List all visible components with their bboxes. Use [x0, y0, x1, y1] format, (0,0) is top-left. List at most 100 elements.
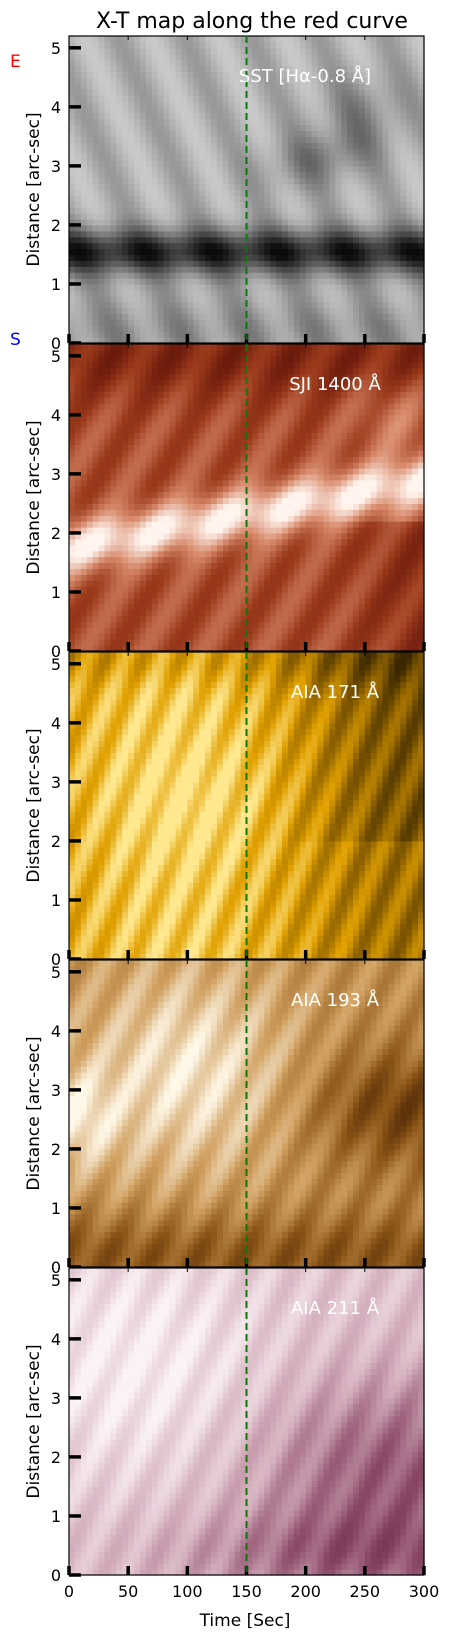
heatmap-cell: [140, 112, 147, 120]
heatmap-cell: [270, 485, 277, 493]
heatmap-cell: [193, 36, 200, 43]
heatmap-cell: [394, 289, 401, 297]
heatmap-cell: [169, 59, 177, 67]
heatmap-cell: [86, 219, 94, 226]
heatmap-cell: [276, 283, 283, 291]
heatmap-cell: [264, 456, 271, 463]
heatmap-cell: [388, 36, 396, 43]
heatmap-cell: [270, 426, 277, 434]
heatmap-cell: [169, 432, 177, 440]
heatmap-cell: [151, 77, 159, 84]
heatmap-cell: [228, 355, 236, 363]
heatmap-cell: [246, 154, 254, 161]
heatmap-cell: [222, 574, 230, 581]
heatmap-cell: [151, 213, 159, 220]
heatmap-cell: [264, 213, 271, 220]
heatmap-cell: [86, 100, 94, 108]
heatmap-cell: [98, 95, 106, 102]
heatmap-cell: [228, 154, 236, 161]
heatmap-cell: [234, 112, 242, 120]
heatmap-cell: [287, 242, 295, 250]
heatmap-cell: [394, 189, 401, 196]
heatmap-cell: [181, 420, 188, 428]
heatmap-cell: [293, 130, 301, 137]
heatmap-cell: [222, 248, 230, 256]
heatmap-cell: [329, 219, 336, 226]
heatmap-cell: [187, 83, 194, 90]
heatmap-cell: [264, 639, 271, 646]
heatmap-cell: [299, 325, 307, 332]
heatmap-cell: [216, 462, 224, 469]
heatmap-cell: [69, 385, 76, 392]
heatmap-cell: [80, 367, 88, 375]
heatmap-cell: [187, 397, 194, 404]
heatmap-cell: [252, 420, 259, 428]
heatmap-cell: [122, 414, 129, 422]
heatmap-cell: [122, 344, 129, 351]
heatmap-cell: [406, 154, 413, 161]
heatmap-cell: [246, 260, 254, 267]
heatmap-cell: [163, 313, 171, 320]
heatmap-cell: [80, 580, 88, 587]
heatmap-cell: [246, 586, 254, 593]
heatmap-cell: [376, 295, 384, 303]
heatmap-cell: [157, 236, 165, 244]
heatmap-cell: [264, 272, 271, 279]
heatmap-cell: [145, 313, 153, 320]
heatmap-cell: [376, 213, 384, 220]
heatmap-cell: [74, 289, 82, 297]
heatmap-cell: [282, 53, 289, 61]
heatmap-cell: [157, 301, 165, 309]
heatmap-cell: [282, 207, 289, 214]
heatmap-cell: [86, 397, 94, 404]
heatmap-cell: [418, 301, 425, 309]
heatmap-cell: [193, 124, 200, 132]
heatmap-cell: [86, 633, 94, 640]
heatmap-cell: [187, 77, 194, 84]
heatmap-cell: [122, 201, 129, 208]
heatmap-cell: [394, 301, 401, 309]
heatmap-cell: [187, 574, 194, 581]
heatmap-cell: [317, 142, 325, 149]
heatmap-cell: [80, 462, 88, 469]
heatmap-cell: [264, 89, 271, 96]
heatmap-cell: [258, 272, 265, 279]
heatmap-cell: [228, 603, 236, 611]
heatmap-cell: [418, 106, 425, 114]
heatmap-cell: [341, 100, 348, 108]
heatmap-cell: [216, 485, 224, 493]
heatmap-cell: [311, 325, 319, 332]
heatmap-cell: [252, 136, 259, 143]
heatmap-cell: [140, 248, 147, 256]
heatmap-cell: [145, 272, 153, 279]
heatmap-cell: [400, 118, 407, 126]
heatmap-cell: [116, 331, 123, 338]
heatmap-cell: [181, 438, 188, 445]
corner-label-east: E: [10, 52, 21, 72]
heatmap-cell: [400, 124, 407, 132]
heatmap-cell: [353, 100, 360, 108]
heatmap-cell: [134, 47, 141, 55]
heatmap-cell: [92, 236, 100, 244]
heatmap-cell: [258, 491, 265, 499]
heatmap-cell: [128, 609, 135, 617]
heatmap-cell: [335, 325, 342, 332]
heatmap-cell: [181, 154, 188, 161]
heatmap-cell: [358, 130, 366, 137]
heatmap-cell: [252, 538, 259, 546]
heatmap-cell: [74, 136, 82, 143]
heatmap-cell: [163, 521, 171, 528]
heatmap-cell: [86, 183, 94, 191]
heatmap-cell: [276, 77, 283, 84]
heatmap-cell: [145, 201, 153, 208]
heatmap-cell: [240, 100, 248, 108]
heatmap-cell: [234, 603, 242, 611]
heatmap-cell: [222, 633, 230, 640]
heatmap-cell: [104, 171, 112, 179]
heatmap-cell: [234, 289, 242, 297]
heatmap-cell: [388, 95, 396, 102]
heatmap-cell: [240, 106, 248, 114]
heatmap-cell: [80, 242, 88, 250]
heatmap-cell: [69, 391, 76, 398]
heatmap-cell: [157, 337, 165, 344]
